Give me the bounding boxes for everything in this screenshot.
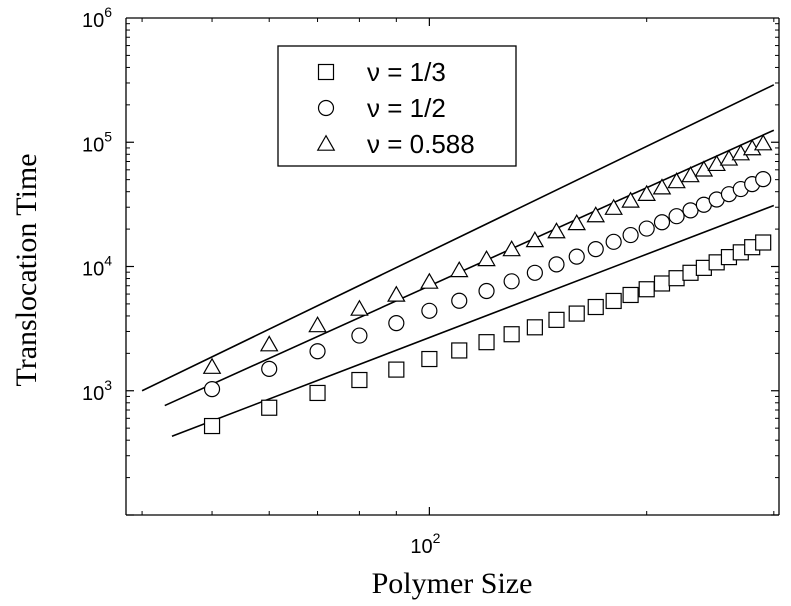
- data-point-triangle: [202, 357, 222, 374]
- y-tick-exponent: 6: [104, 4, 112, 20]
- legend-marker-triangle: [316, 134, 336, 151]
- y-tick-base: 10: [82, 134, 104, 156]
- data-point-triangle: [525, 231, 545, 248]
- data-point-triangle: [477, 249, 496, 267]
- data-point-triangle: [350, 299, 369, 316]
- data-point-circle: [503, 273, 520, 290]
- y-tick-label: 103: [82, 377, 112, 405]
- data-point-triangle: [308, 316, 327, 333]
- legend-marker-square: [317, 63, 335, 81]
- data-point-triangle: [586, 206, 606, 223]
- data-point-square: [548, 311, 565, 328]
- data-point-square: [605, 292, 622, 310]
- data-point-triangle: [420, 272, 439, 289]
- y-tick-label: 104: [82, 253, 112, 281]
- data-point-triangle: [604, 198, 623, 215]
- data-point-circle: [605, 233, 622, 250]
- data-point-triangle: [387, 285, 406, 302]
- data-point-square: [668, 270, 685, 287]
- y-tick-label: 105: [82, 128, 112, 156]
- legend-label-2: ν = 1/2: [367, 93, 446, 123]
- data-point-circle: [478, 282, 495, 300]
- data-point-circle: [451, 292, 468, 309]
- data-point-square: [203, 417, 221, 435]
- data-point-triangle: [567, 214, 587, 231]
- data-point-square: [503, 326, 520, 343]
- data-point-triangle: [547, 222, 566, 239]
- y-tick-base: 10: [82, 259, 104, 281]
- legend-box: [277, 45, 517, 167]
- y-tick-exponent: 4: [104, 253, 112, 269]
- legend: ν = 1/3 ν = 1/2 ν = 0.588: [277, 45, 517, 167]
- fit-line-3: [141, 84, 775, 392]
- data-point-square: [526, 319, 543, 336]
- fit-line-1: [171, 204, 775, 438]
- data-point-triangle: [449, 260, 469, 278]
- data-point-circle: [261, 360, 278, 377]
- x-tick-label: 102: [410, 530, 440, 558]
- data-point-square: [309, 384, 326, 402]
- data-point-square: [568, 305, 585, 322]
- data-point-square: [587, 298, 604, 316]
- data-point-circle: [653, 214, 671, 231]
- data-point-triangle: [753, 134, 773, 151]
- data-point-triangle: [707, 154, 726, 172]
- data-point-circle: [548, 256, 565, 273]
- data-point-triangle: [681, 166, 700, 183]
- data-point-square: [653, 275, 671, 292]
- data-point-circle: [682, 202, 699, 219]
- data-point-circle: [622, 226, 639, 244]
- data-point-square: [421, 350, 438, 368]
- data-point-square: [261, 399, 278, 416]
- data-point-triangle: [259, 335, 279, 352]
- data-point-square: [622, 286, 639, 304]
- data-point-circle: [668, 208, 685, 225]
- data-point-circle: [587, 241, 604, 258]
- data-point-triangle: [667, 172, 686, 189]
- data-point-square: [451, 342, 468, 359]
- fit-lines: [141, 84, 775, 438]
- data-point-square: [638, 281, 655, 298]
- data-point-circle: [638, 220, 655, 237]
- data-point-circle: [421, 302, 438, 319]
- data-point-square: [478, 334, 495, 351]
- x-axis-title: Polymer Size: [372, 567, 533, 600]
- x-tick-exponent: 2: [433, 530, 441, 546]
- data-point-triangle: [621, 191, 640, 208]
- y-tick-base: 10: [82, 383, 104, 405]
- data-point-circle: [526, 264, 543, 281]
- data-point-circle: [568, 248, 585, 265]
- y-tick-label: 106: [82, 4, 112, 32]
- legend-label-1: ν = 1/3: [367, 57, 446, 87]
- legend-marker-circle: [317, 99, 335, 117]
- data-markers: [202, 134, 773, 435]
- data-point-triangle: [652, 178, 672, 195]
- data-point-triangle: [694, 160, 714, 177]
- legend-label-3: ν = 0.588: [367, 129, 475, 159]
- y-tick-exponent: 3: [104, 377, 112, 393]
- data-point-square: [388, 361, 405, 378]
- y-tick-exponent: 5: [104, 128, 112, 144]
- data-point-circle: [755, 171, 772, 188]
- data-point-triangle: [502, 240, 521, 257]
- x-tick-base: 10: [410, 536, 432, 558]
- fit-line-2: [164, 129, 775, 407]
- data-point-triangle: [637, 184, 656, 201]
- data-point-circle: [309, 343, 326, 360]
- y-axis-title: Translocation Time: [10, 153, 43, 386]
- y-tick-base: 10: [82, 10, 104, 32]
- data-point-circle: [351, 327, 368, 344]
- data-point-square: [351, 371, 368, 389]
- data-point-circle: [388, 315, 405, 332]
- data-point-square: [755, 234, 772, 251]
- axis-ticks: [126, 18, 779, 516]
- data-point-circle: [203, 381, 221, 398]
